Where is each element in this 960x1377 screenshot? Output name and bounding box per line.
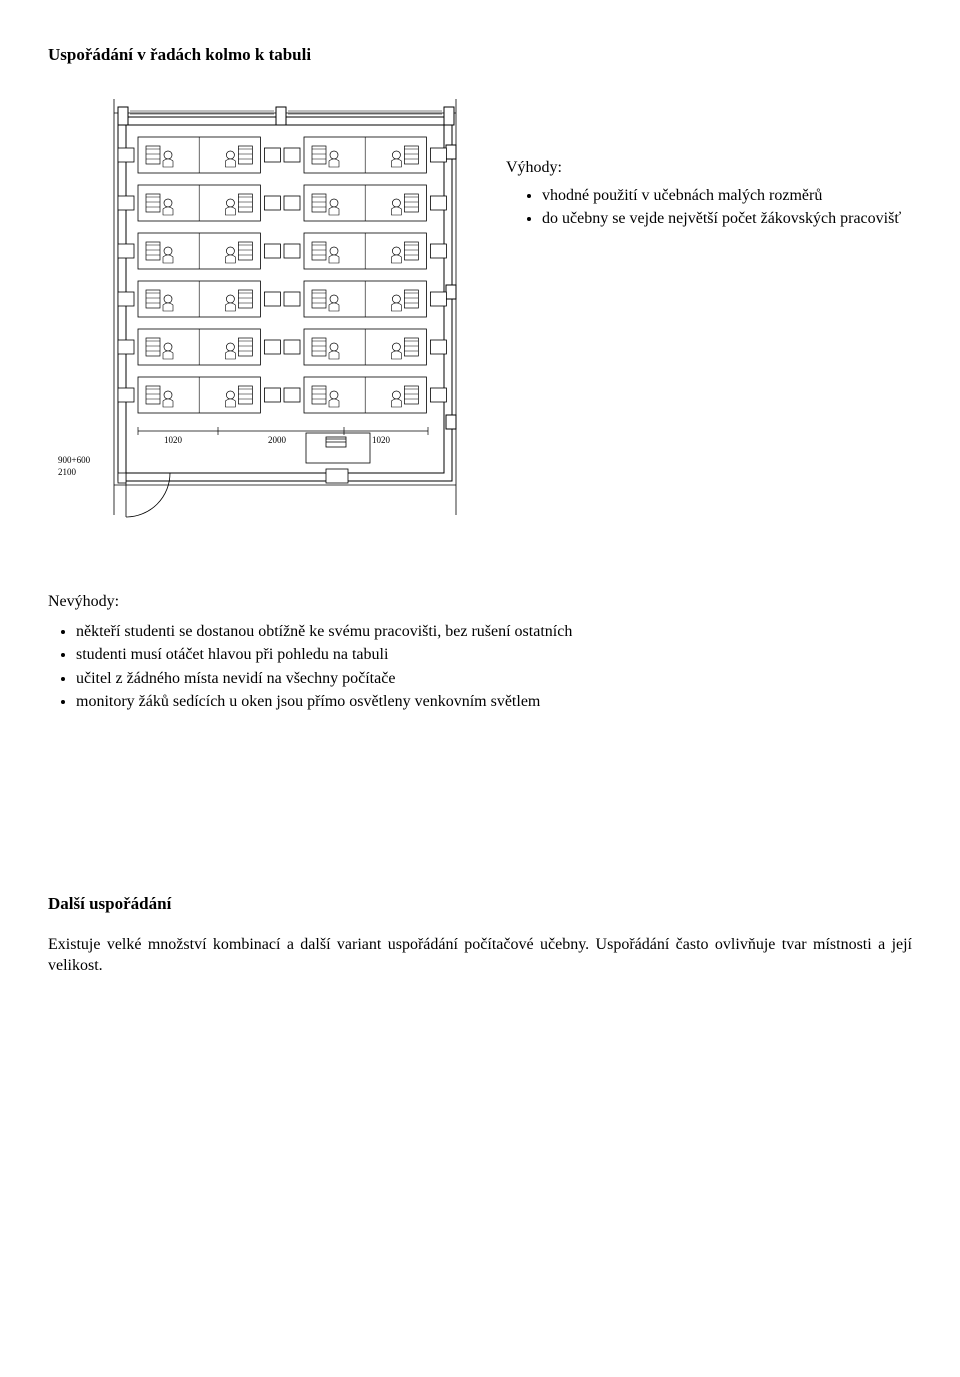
dim-left-top: 900+600 — [58, 455, 91, 465]
layout-row: 900+600 2100 — [48, 85, 912, 555]
list-item: vhodné použití v učebnách malých rozměrů — [542, 185, 912, 207]
advantages-column: Výhody: vhodné použití v učebnách malých… — [506, 85, 912, 232]
further-heading: Další uspořádání — [48, 893, 912, 916]
disadvantages-label: Nevýhody: — [48, 591, 912, 613]
floorplan-svg: 900+600 2100 — [48, 85, 478, 555]
floorplan-column: 900+600 2100 — [48, 85, 478, 555]
disadvantages-list: někteří studenti se dostanou obtížně ke … — [48, 621, 912, 713]
advantages-label: Výhody: — [506, 157, 912, 179]
page-title: Uspořádání v řadách kolmo k tabuli — [48, 44, 912, 67]
list-item: do učebny se vejde největší počet žákovs… — [542, 208, 912, 230]
advantages-list: vhodné použití v učebnách malých rozměrů… — [518, 185, 912, 230]
list-item: studenti musí otáčet hlavou při pohledu … — [76, 644, 912, 666]
dim-b3: 1020 — [372, 435, 391, 445]
list-item: učitel z žádného místa nevidí na všechny… — [76, 668, 912, 690]
dim-b2: 2000 — [268, 435, 287, 445]
list-item: monitory žáků sedících u oken jsou přímo… — [76, 691, 912, 713]
list-item: někteří studenti se dostanou obtížně ke … — [76, 621, 912, 643]
further-text: Existuje velké množství kombinací a dalš… — [48, 934, 912, 977]
dim-left-bottom: 2100 — [58, 467, 77, 477]
dim-b1: 1020 — [164, 435, 183, 445]
floorplan: 900+600 2100 — [48, 85, 478, 555]
